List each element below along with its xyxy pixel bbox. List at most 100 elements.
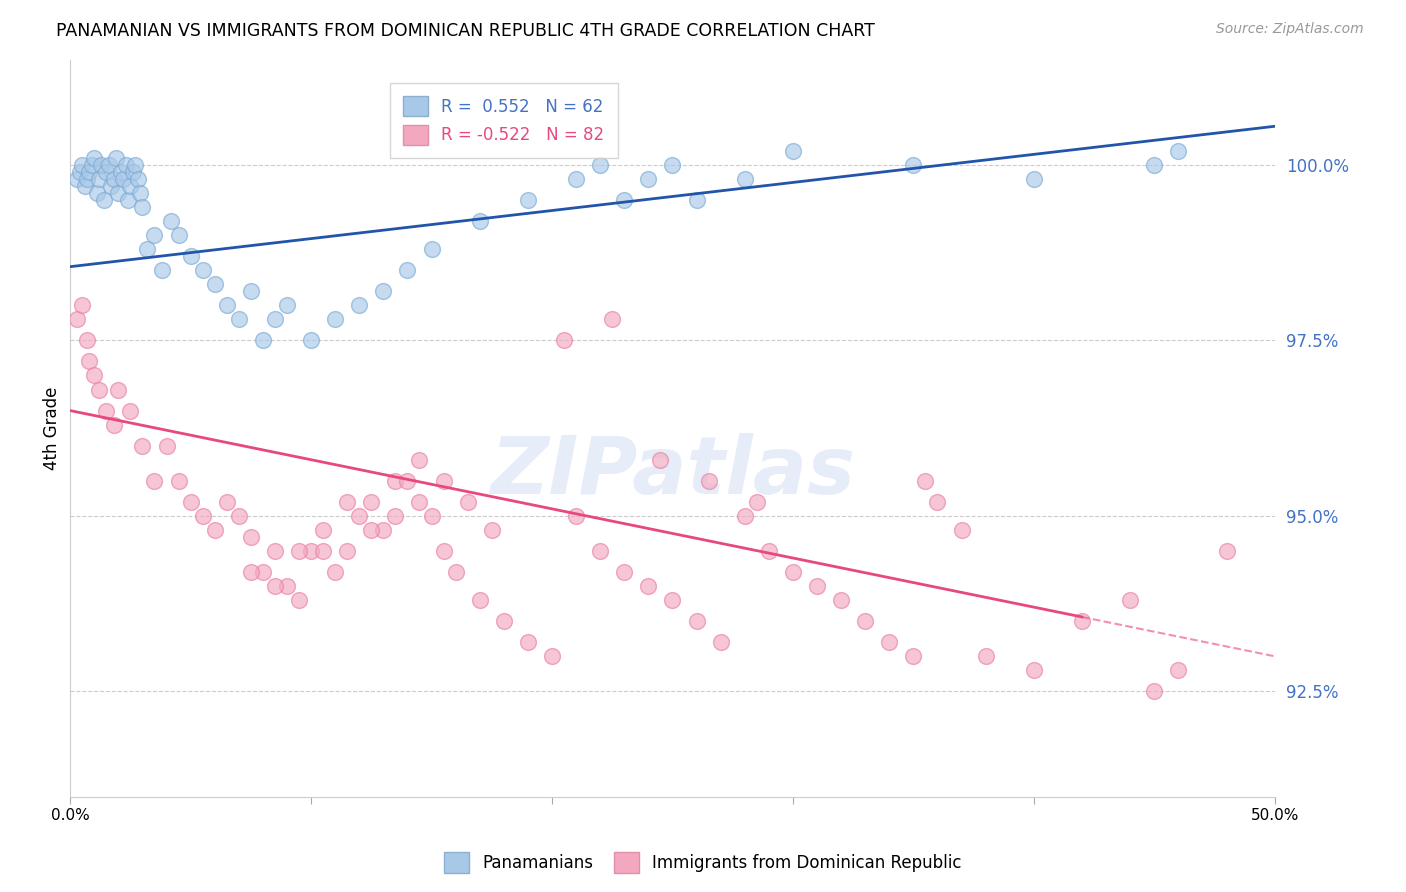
Point bbox=[131, 200, 153, 214]
Point bbox=[1143, 158, 1166, 172]
Point bbox=[312, 523, 335, 537]
Point bbox=[600, 312, 623, 326]
Point bbox=[121, 165, 143, 179]
Point bbox=[103, 417, 125, 432]
Point bbox=[264, 544, 287, 558]
Point bbox=[70, 158, 93, 172]
Point bbox=[1022, 663, 1045, 677]
Point bbox=[758, 544, 780, 558]
Point bbox=[143, 474, 166, 488]
Point bbox=[903, 158, 925, 172]
Point bbox=[589, 544, 612, 558]
Point bbox=[276, 579, 298, 593]
Point bbox=[853, 614, 876, 628]
Point bbox=[104, 151, 127, 165]
Point bbox=[806, 579, 828, 593]
Point bbox=[565, 172, 588, 186]
Point bbox=[373, 523, 395, 537]
Point bbox=[215, 298, 238, 312]
Point bbox=[204, 523, 226, 537]
Point bbox=[349, 508, 371, 523]
Point bbox=[457, 495, 479, 509]
Point bbox=[143, 228, 166, 243]
Point bbox=[264, 579, 287, 593]
Point bbox=[136, 242, 159, 256]
Point bbox=[299, 544, 322, 558]
Point bbox=[252, 334, 274, 348]
Point bbox=[914, 474, 936, 488]
Point bbox=[782, 565, 804, 579]
Y-axis label: 4th Grade: 4th Grade bbox=[44, 386, 60, 470]
Point bbox=[90, 158, 112, 172]
Point bbox=[191, 508, 214, 523]
Point bbox=[349, 298, 371, 312]
Point bbox=[79, 354, 101, 368]
Point bbox=[432, 474, 454, 488]
Point bbox=[180, 249, 202, 263]
Point bbox=[782, 144, 804, 158]
Point bbox=[131, 439, 153, 453]
Text: PANAMANIAN VS IMMIGRANTS FROM DOMINICAN REPUBLIC 4TH GRADE CORRELATION CHART: PANAMANIAN VS IMMIGRANTS FROM DOMINICAN … bbox=[56, 22, 875, 40]
Point bbox=[114, 158, 136, 172]
Point bbox=[408, 452, 430, 467]
Point bbox=[323, 312, 346, 326]
Point bbox=[87, 172, 110, 186]
Point bbox=[103, 172, 125, 186]
Point bbox=[96, 165, 118, 179]
Point bbox=[66, 172, 89, 186]
Point bbox=[336, 544, 359, 558]
Point bbox=[66, 312, 89, 326]
Point bbox=[541, 649, 564, 664]
Point bbox=[127, 172, 149, 186]
Point bbox=[167, 474, 190, 488]
Point bbox=[96, 403, 118, 417]
Point bbox=[252, 565, 274, 579]
Point bbox=[120, 178, 142, 193]
Point bbox=[1119, 593, 1142, 607]
Point bbox=[613, 193, 636, 207]
Point bbox=[685, 614, 707, 628]
Point bbox=[228, 312, 250, 326]
Point bbox=[70, 298, 93, 312]
Point bbox=[661, 158, 683, 172]
Point bbox=[73, 178, 96, 193]
Point bbox=[155, 439, 177, 453]
Point bbox=[288, 544, 311, 558]
Point bbox=[150, 263, 173, 277]
Point bbox=[76, 334, 98, 348]
Point bbox=[373, 285, 395, 299]
Point bbox=[93, 193, 115, 207]
Point bbox=[239, 565, 262, 579]
Point bbox=[734, 172, 756, 186]
Point bbox=[360, 523, 382, 537]
Point bbox=[613, 565, 636, 579]
Point bbox=[86, 186, 108, 200]
Point bbox=[384, 508, 406, 523]
Point bbox=[432, 544, 454, 558]
Point bbox=[1215, 544, 1237, 558]
Point bbox=[107, 383, 129, 397]
Point bbox=[685, 193, 707, 207]
Point bbox=[408, 495, 430, 509]
Point bbox=[745, 495, 768, 509]
Point bbox=[384, 474, 406, 488]
Point bbox=[360, 495, 382, 509]
Point bbox=[734, 508, 756, 523]
Point bbox=[160, 214, 183, 228]
Point bbox=[710, 635, 733, 649]
Point bbox=[650, 452, 672, 467]
Point bbox=[589, 158, 612, 172]
Point bbox=[420, 508, 443, 523]
Point bbox=[830, 593, 852, 607]
Point bbox=[83, 151, 105, 165]
Point bbox=[637, 579, 659, 593]
Point bbox=[191, 263, 214, 277]
Point bbox=[288, 593, 311, 607]
Point bbox=[950, 523, 973, 537]
Legend: R =  0.552   N = 62, R = -0.522   N = 82: R = 0.552 N = 62, R = -0.522 N = 82 bbox=[389, 83, 617, 159]
Point bbox=[239, 530, 262, 544]
Point bbox=[323, 565, 346, 579]
Point bbox=[468, 214, 491, 228]
Point bbox=[1071, 614, 1094, 628]
Point bbox=[97, 158, 120, 172]
